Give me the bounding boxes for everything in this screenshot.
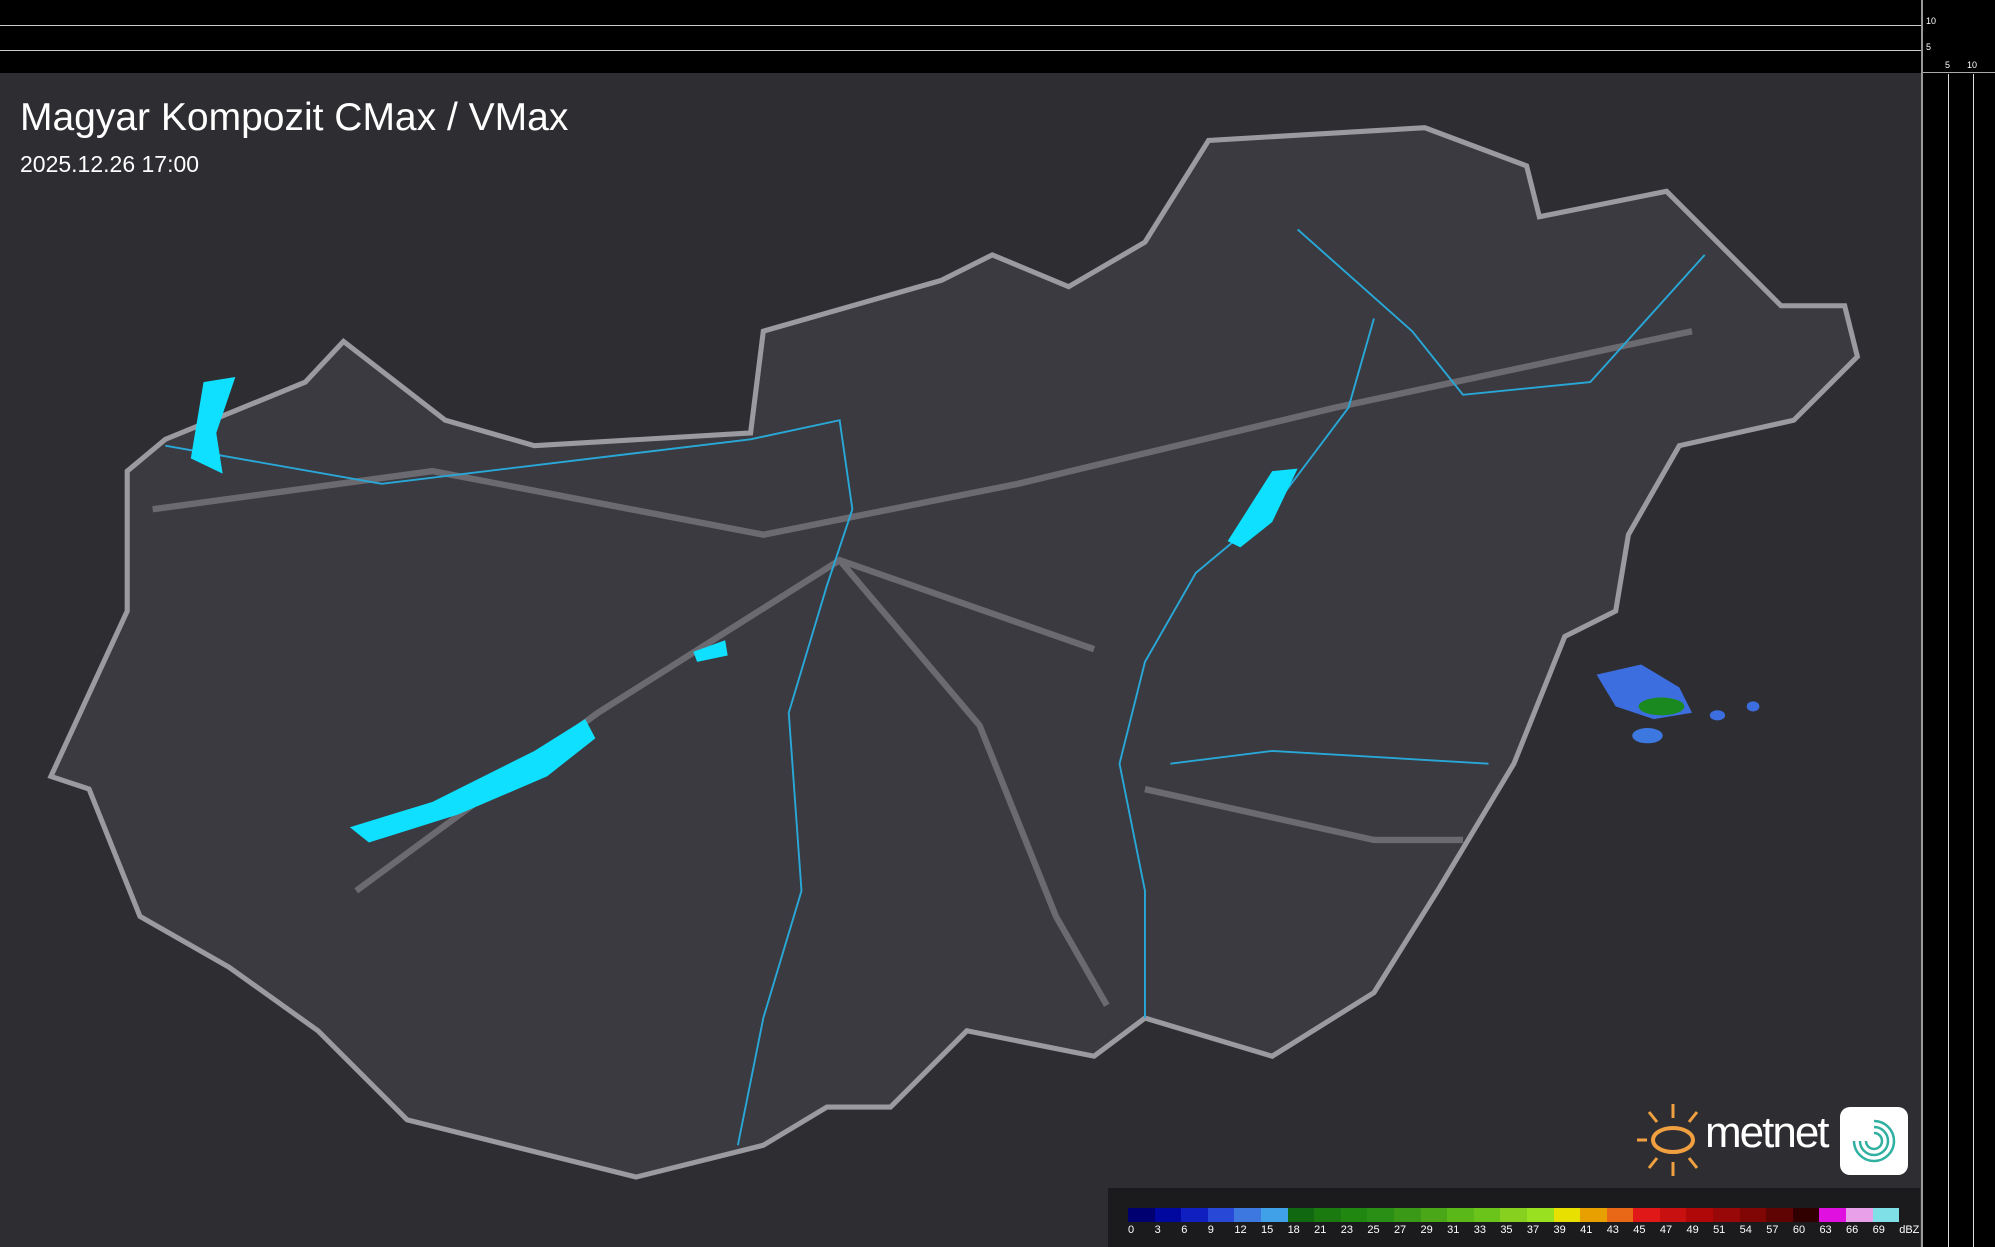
- legend-swatch: [1287, 1208, 1315, 1222]
- lake-balaton: [349, 719, 596, 843]
- lake-tisza: [1227, 468, 1298, 548]
- lake-neusiedl: [190, 376, 236, 474]
- legend-swatch: [1713, 1208, 1740, 1222]
- gridline: [0, 25, 1921, 26]
- legend-swatch: [1792, 1208, 1820, 1222]
- dbz-color-legend: 0 3 6 9 12 15 18 21 23 25 27 29 31 33 35 37 39 41 43 45 47 49…: [1108, 1188, 1920, 1247]
- legend-swatch: [1367, 1208, 1394, 1222]
- legend-swatch: [1686, 1208, 1714, 1222]
- legend-swatch: [1606, 1208, 1634, 1222]
- legend-swatch: [1314, 1208, 1341, 1222]
- gridline: [1973, 74, 1974, 1247]
- tick-label: 10: [1967, 60, 1978, 70]
- legend-swatch: [1154, 1208, 1182, 1222]
- legend-label: 60: [1792, 1224, 1806, 1236]
- legend-swatch: [1234, 1208, 1261, 1222]
- legend-label: 23: [1340, 1224, 1353, 1236]
- legend-label: 6: [1181, 1224, 1188, 1236]
- legend-label: 0: [1128, 1224, 1135, 1236]
- legend-swatch: [1447, 1208, 1474, 1222]
- legend-swatch: [1340, 1208, 1368, 1222]
- cross-section-right-panel: 10 5 5 10: [1921, 0, 1995, 1247]
- radar-map[interactable]: [0, 73, 1921, 1247]
- tick-label: 10: [1926, 16, 1937, 26]
- legend-label: 43: [1606, 1224, 1619, 1236]
- legend-label: 45: [1633, 1224, 1646, 1236]
- legend-label: 66: [1846, 1224, 1859, 1236]
- legend-label: 15: [1260, 1224, 1274, 1236]
- legend-label: 27: [1393, 1224, 1407, 1236]
- metnet-logo: metnet: [1635, 1100, 1910, 1180]
- legend-swatch: [1500, 1208, 1527, 1222]
- legend-swatch: [1819, 1208, 1847, 1222]
- legend-swatch: [1872, 1208, 1900, 1222]
- legend-label: 69: [1872, 1224, 1885, 1236]
- legend-swatch: [1393, 1208, 1421, 1222]
- legend-swatch: [1633, 1208, 1660, 1222]
- legend-swatch: [1846, 1208, 1873, 1222]
- legend-swatch: [1766, 1208, 1793, 1222]
- gridline: [0, 50, 1921, 51]
- legend-label: 35: [1500, 1224, 1513, 1236]
- legend-label: 51: [1713, 1224, 1726, 1236]
- legend-swatch: [1420, 1208, 1448, 1222]
- gridline: [1948, 74, 1949, 1247]
- legend-label: 31: [1447, 1224, 1460, 1236]
- legend-label: 54: [1739, 1224, 1752, 1236]
- legend-swatch: [1128, 1208, 1155, 1222]
- legend-label: 41: [1580, 1224, 1593, 1236]
- legend-label: 21: [1314, 1224, 1327, 1236]
- roads: [152, 328, 1693, 1007]
- legend-label: 18: [1287, 1224, 1300, 1236]
- tick-label: 5: [1926, 42, 1932, 52]
- legend-unit: dBZ: [1899, 1224, 1920, 1236]
- legend-labels: 0 3 6 9 12 15 18 21 23 25 27 29 31 33 35 37 39 41 43 45 47 49…: [1128, 1224, 1926, 1236]
- legend-swatch: [1473, 1208, 1501, 1222]
- legend-label: 29: [1420, 1224, 1433, 1236]
- metnet-app-icon: [1840, 1107, 1908, 1175]
- legend-label: 33: [1473, 1224, 1486, 1236]
- legend-label: 63: [1819, 1224, 1832, 1236]
- cross-section-top-panel: [0, 0, 1921, 73]
- rivers: [165, 228, 1706, 1146]
- legend-color-bar: [1128, 1208, 1900, 1222]
- lake-velence: [693, 640, 728, 662]
- lakes: [190, 376, 1298, 843]
- map-title: Magyar Kompozit CMax / VMax: [20, 96, 569, 139]
- legend-label: 12: [1234, 1224, 1247, 1236]
- legend-label: 25: [1367, 1224, 1380, 1236]
- legend-swatch: [1181, 1208, 1208, 1222]
- legend-swatch: [1580, 1208, 1607, 1222]
- legend-swatch: [1739, 1208, 1767, 1222]
- map-timestamp: 2025.12.26 17:00: [20, 151, 200, 177]
- legend-label: 49: [1686, 1224, 1699, 1236]
- brand-name: metnet: [1705, 1108, 1830, 1157]
- legend-label: 39: [1553, 1224, 1566, 1236]
- legend-swatch: [1260, 1208, 1288, 1222]
- sun-icon: [1637, 1104, 1699, 1176]
- legend-label: 37: [1526, 1224, 1540, 1236]
- legend-label: 3: [1154, 1224, 1161, 1236]
- legend-label: 9: [1207, 1224, 1214, 1236]
- legend-swatch: [1553, 1208, 1581, 1222]
- legend-swatch: [1659, 1208, 1687, 1222]
- radar-echoes: [1596, 664, 1760, 744]
- tick-label: 5: [1945, 60, 1951, 70]
- legend-label: 47: [1659, 1224, 1673, 1236]
- legend-swatch: [1207, 1208, 1235, 1222]
- legend-swatch: [1526, 1208, 1554, 1222]
- legend-label: 57: [1766, 1224, 1779, 1236]
